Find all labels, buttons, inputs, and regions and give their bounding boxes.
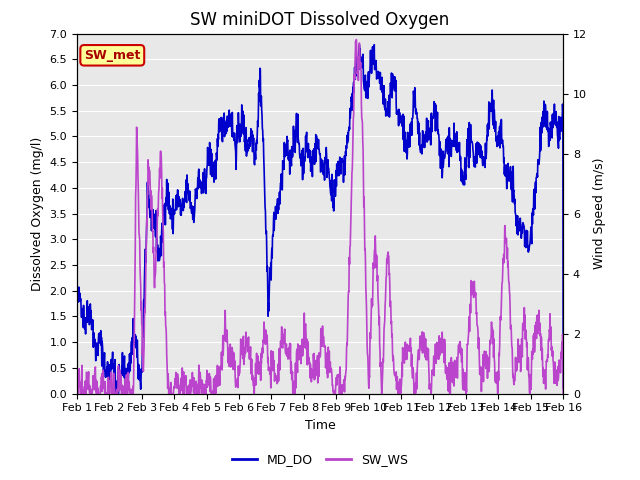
Title: SW miniDOT Dissolved Oxygen: SW miniDOT Dissolved Oxygen xyxy=(190,11,450,29)
Y-axis label: Wind Speed (m/s): Wind Speed (m/s) xyxy=(593,158,605,269)
Legend: MD_DO, SW_WS: MD_DO, SW_WS xyxy=(227,448,413,471)
Y-axis label: Dissolved Oxygen (mg/l): Dissolved Oxygen (mg/l) xyxy=(31,136,44,291)
X-axis label: Time: Time xyxy=(305,419,335,432)
Text: SW_met: SW_met xyxy=(84,49,140,62)
